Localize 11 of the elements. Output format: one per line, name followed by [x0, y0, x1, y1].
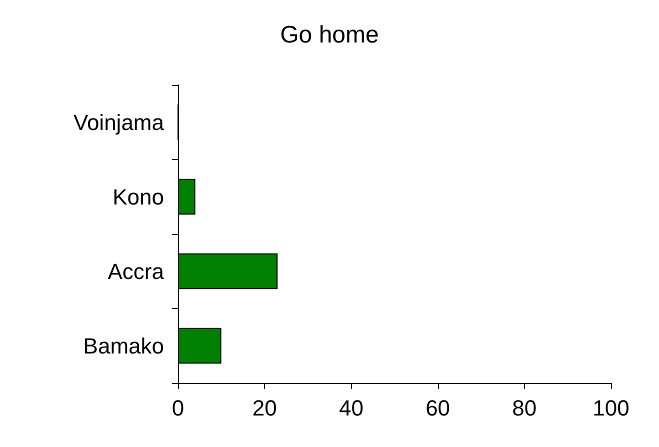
x-tick-label: 20	[252, 396, 277, 420]
x-tick-label: 0	[172, 396, 184, 420]
y-tick-label: Accra	[108, 258, 165, 284]
x-tick-label: 80	[512, 396, 537, 420]
y-tick-label: Kono	[112, 184, 164, 210]
y-tick-label: Bamako	[83, 333, 164, 358]
x-tick-label: 60	[426, 396, 450, 420]
chart-title: Go home	[280, 22, 379, 48]
x-tick-label: 40	[338, 396, 364, 420]
x-tick-label: 100	[592, 396, 630, 420]
y-tick-label: Voinjama	[73, 110, 165, 135]
